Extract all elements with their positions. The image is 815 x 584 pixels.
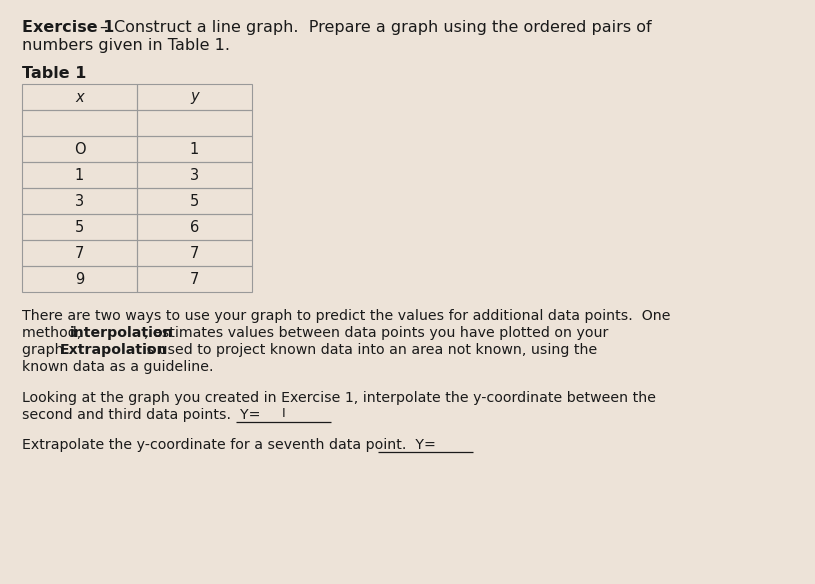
Text: is used to project known data into an area not known, using the: is used to project known data into an ar… (138, 343, 597, 357)
Text: Extrapolation: Extrapolation (60, 343, 168, 357)
Text: O: O (73, 141, 86, 157)
Text: 1: 1 (190, 141, 199, 157)
Text: numbers given in Table 1.: numbers given in Table 1. (22, 38, 230, 53)
Bar (137, 240, 252, 266)
Text: 3: 3 (190, 168, 199, 182)
Bar (22, 136, 137, 162)
Text: method,: method, (22, 326, 86, 340)
Text: 6: 6 (190, 220, 199, 235)
Text: 5: 5 (75, 220, 84, 235)
Text: I: I (282, 406, 285, 419)
Text: second and third data points.  Y=: second and third data points. Y= (22, 408, 261, 422)
Text: Extrapolate the y-coordinate for a seventh data point.  Y=: Extrapolate the y-coordinate for a seven… (22, 438, 436, 452)
Bar (137, 84, 252, 110)
Text: 3: 3 (75, 193, 84, 208)
Text: graph.: graph. (22, 343, 73, 357)
Text: Looking at the graph you created in Exercise 1, interpolate the y-coordinate bet: Looking at the graph you created in Exer… (22, 391, 656, 405)
Text: 1: 1 (75, 168, 84, 182)
Bar (137, 188, 252, 214)
Text: interpolation: interpolation (70, 326, 174, 340)
Text: Exercise 1: Exercise 1 (22, 20, 114, 35)
Text: y: y (190, 89, 199, 105)
Text: There are two ways to use your graph to predict the values for additional data p: There are two ways to use your graph to … (22, 309, 671, 323)
Bar (22, 110, 137, 136)
Text: Table 1: Table 1 (22, 66, 86, 81)
Text: 7: 7 (75, 245, 84, 260)
Text: 5: 5 (190, 193, 199, 208)
Text: , estimates values between data points you have plotted on your: , estimates values between data points y… (144, 326, 608, 340)
Bar (137, 162, 252, 188)
Bar (137, 266, 252, 292)
Bar (22, 214, 137, 240)
Text: Construct a line graph.  Prepare a graph using the ordered pairs of: Construct a line graph. Prepare a graph … (114, 20, 652, 35)
Bar (137, 110, 252, 136)
Bar (22, 188, 137, 214)
Text: 7: 7 (190, 272, 199, 287)
Text: –: – (99, 20, 107, 35)
Bar (22, 240, 137, 266)
Bar (22, 84, 137, 110)
Bar (137, 214, 252, 240)
Bar (137, 136, 252, 162)
Text: x: x (75, 89, 84, 105)
Text: known data as a guideline.: known data as a guideline. (22, 360, 214, 374)
Bar (22, 266, 137, 292)
Text: 9: 9 (75, 272, 84, 287)
Bar (22, 162, 137, 188)
Text: 7: 7 (190, 245, 199, 260)
